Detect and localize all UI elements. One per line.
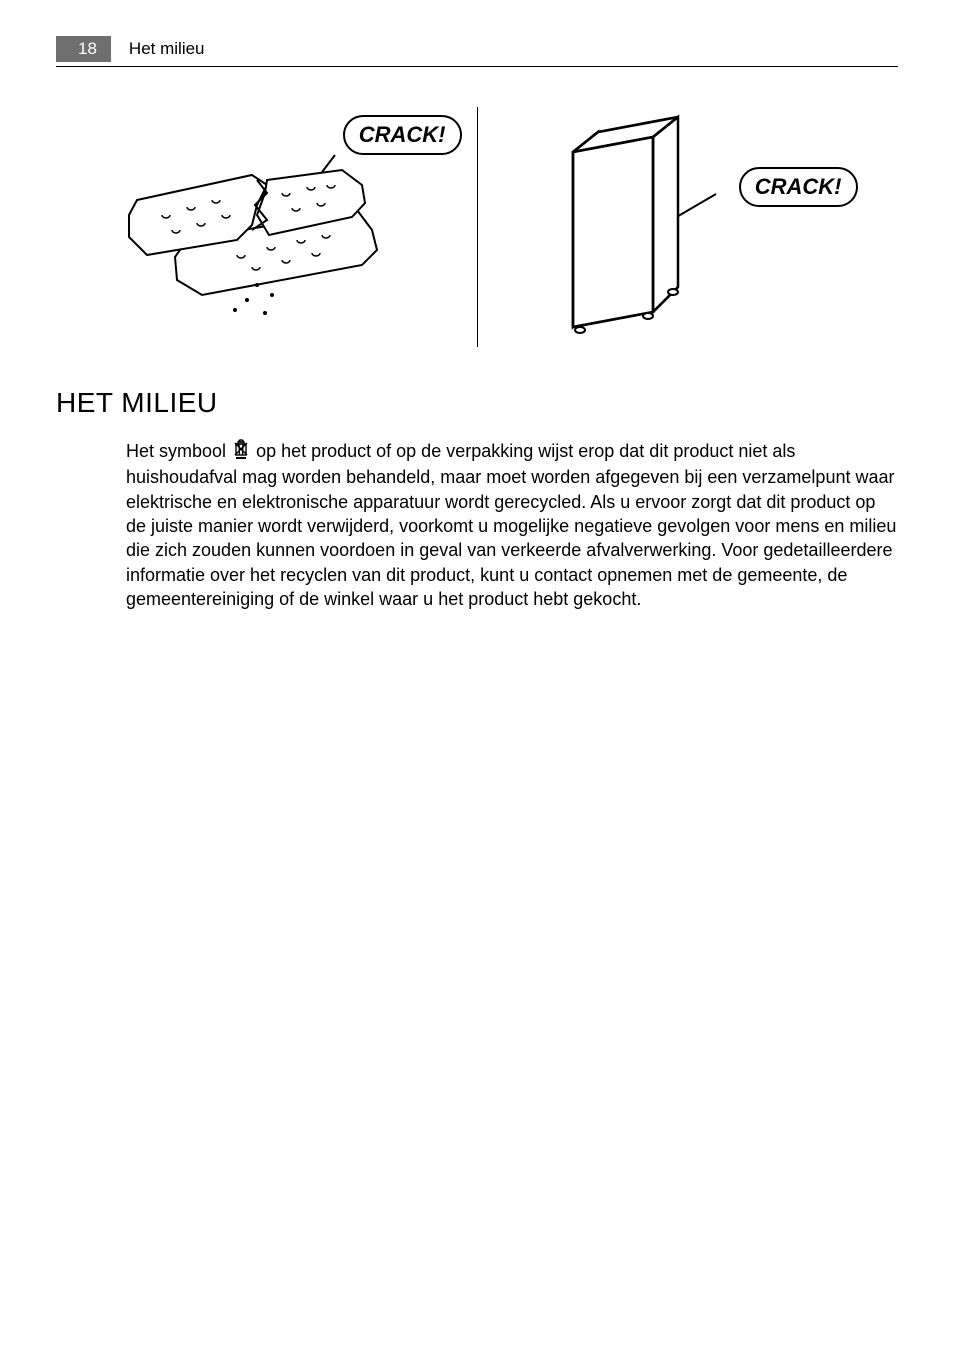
speech-text-left: CRACK! (359, 122, 446, 147)
section-heading: HET MILIEU (56, 387, 898, 419)
slabs-illustration (117, 145, 397, 335)
box-illustration (558, 112, 778, 342)
body-paragraph: Het symbool op het product of op de verp… (126, 439, 898, 611)
figure-right: CRACK! (488, 107, 858, 347)
weee-icon (233, 439, 249, 465)
figure-divider (477, 107, 478, 347)
page-number: 18 (56, 36, 111, 62)
body-text-after: op het product of op de verpakking wijst… (126, 441, 896, 609)
body-text-before: Het symbool (126, 441, 231, 461)
figures-row: CRACK! (56, 107, 898, 347)
header-title: Het milieu (129, 39, 205, 59)
page-header: 18 Het milieu (56, 36, 898, 67)
figure-left: CRACK! (97, 107, 467, 347)
page: 18 Het milieu CRACK! (0, 0, 954, 1352)
